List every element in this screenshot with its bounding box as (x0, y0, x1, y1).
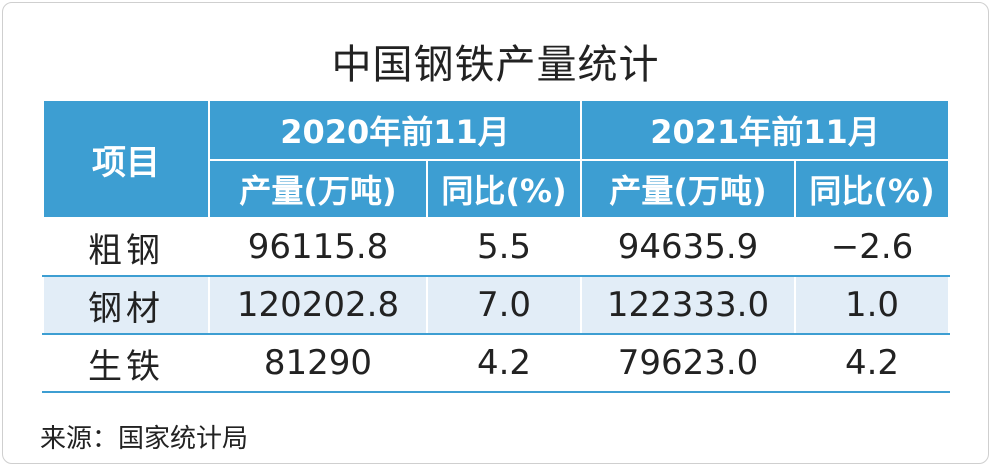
cell-output-2021: 122333.0 (580, 276, 797, 335)
cell-output-2020: 81290 (208, 334, 428, 393)
table-row: 粗钢 96115.8 5.5 94635.9 −2.6 (42, 218, 951, 277)
header-row-metrics: 产量(万吨) 同比(%) 产量(万吨) 同比(%) (43, 159, 951, 219)
header-period-2020: 2020年前11月 (207, 99, 583, 161)
row-name: 钢材 (42, 276, 210, 335)
header-row-periods: 项目 2020年前11月 2021年前11月 (42, 99, 951, 219)
row-name: 粗钢 (42, 218, 210, 277)
table-row: 钢材 120202.8 7.0 122333.0 1.0 (42, 276, 951, 335)
cell-yoy-2021: 1.0 (794, 276, 951, 335)
cell-yoy-2020: 4.2 (425, 334, 583, 393)
cell-output-2020: 120202.8 (208, 276, 428, 335)
steel-output-table: 项目 2020年前11月 2021年前11月 产量(万吨) 同比(%) 产量(万… (42, 99, 951, 393)
source-note: 来源：国家统计局 (40, 424, 249, 454)
table-row: 生铁 81290 4.2 79623.0 4.2 (42, 334, 951, 393)
cell-output-2020: 96115.8 (208, 218, 428, 277)
header-output-2020: 产量(万吨) (208, 159, 428, 219)
cell-output-2021: 94635.9 (580, 218, 797, 277)
header-period-2021: 2021年前11月 (580, 99, 951, 161)
header-yoy-2021: 同比(%) (794, 159, 951, 219)
cell-yoy-2020: 5.5 (425, 218, 583, 277)
header-item: 项目 (42, 99, 210, 219)
header-output-2021: 产量(万吨) (580, 159, 797, 219)
table-title: 中国钢铁产量统计 (331, 42, 660, 88)
cell-yoy-2021: 4.2 (794, 334, 951, 393)
cell-yoy-2020: 7.0 (425, 276, 583, 335)
header-yoy-2020: 同比(%) (425, 159, 583, 219)
cell-output-2021: 79623.0 (580, 334, 797, 393)
cell-yoy-2021: −2.6 (794, 218, 951, 277)
row-name: 生铁 (42, 334, 210, 393)
